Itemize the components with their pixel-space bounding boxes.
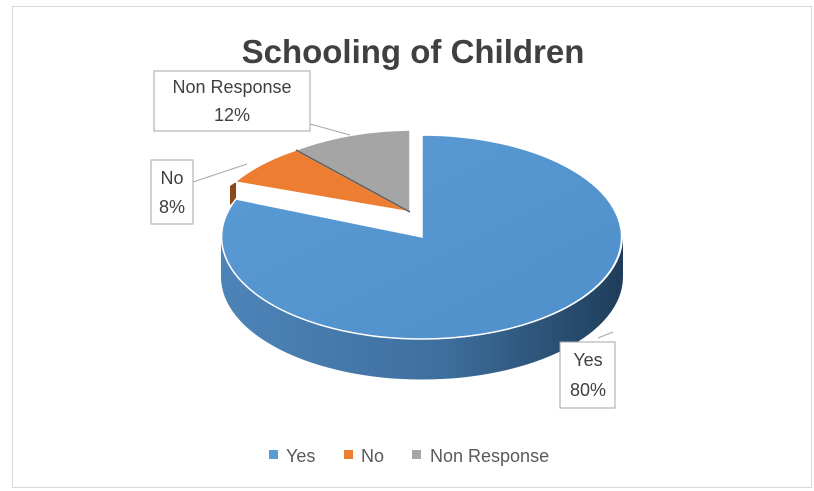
legend-label-yes: Yes bbox=[286, 446, 315, 466]
data-label-category-non-response: Non Response bbox=[172, 77, 291, 97]
legend-swatch-no bbox=[344, 450, 353, 459]
pie-inner-edge bbox=[295, 149, 411, 213]
data-label-box-yes bbox=[559, 341, 616, 409]
data-label-no: No 8% bbox=[150, 159, 194, 225]
leader-line-no bbox=[192, 163, 248, 183]
data-label-category-no: No bbox=[160, 168, 183, 188]
legend-swatch-yes bbox=[269, 450, 278, 459]
legend-swatch-non-response bbox=[412, 450, 421, 459]
legend-label-non-response: Non Response bbox=[430, 446, 549, 466]
pie-slice-no-side bbox=[230, 182, 236, 205]
data-label-yes: Yes 80% bbox=[559, 341, 616, 409]
leader-line-non-response bbox=[309, 123, 351, 136]
pie-slice-non-response bbox=[294, 129, 411, 214]
chart-frame bbox=[12, 6, 812, 488]
data-label-value-non-response: 12% bbox=[214, 105, 250, 125]
data-label-category-yes: Yes bbox=[573, 350, 602, 370]
legend: Yes No Non Response bbox=[269, 446, 549, 466]
data-label-box-no bbox=[150, 159, 194, 225]
data-label-non-response: Non Response 12% bbox=[153, 70, 311, 132]
pie-group bbox=[220, 129, 623, 380]
leader-lines bbox=[192, 123, 614, 339]
legend-label-no: No bbox=[361, 446, 384, 466]
chart-title: Schooling of Children bbox=[242, 33, 585, 70]
data-label-value-no: 8% bbox=[159, 197, 185, 217]
data-label-value-yes: 80% bbox=[570, 380, 606, 400]
pie-slice-yes-side bbox=[220, 237, 623, 380]
pie-slice-yes bbox=[220, 134, 623, 340]
leader-line-yes bbox=[597, 331, 614, 339]
data-label-box-non-response bbox=[153, 70, 311, 132]
